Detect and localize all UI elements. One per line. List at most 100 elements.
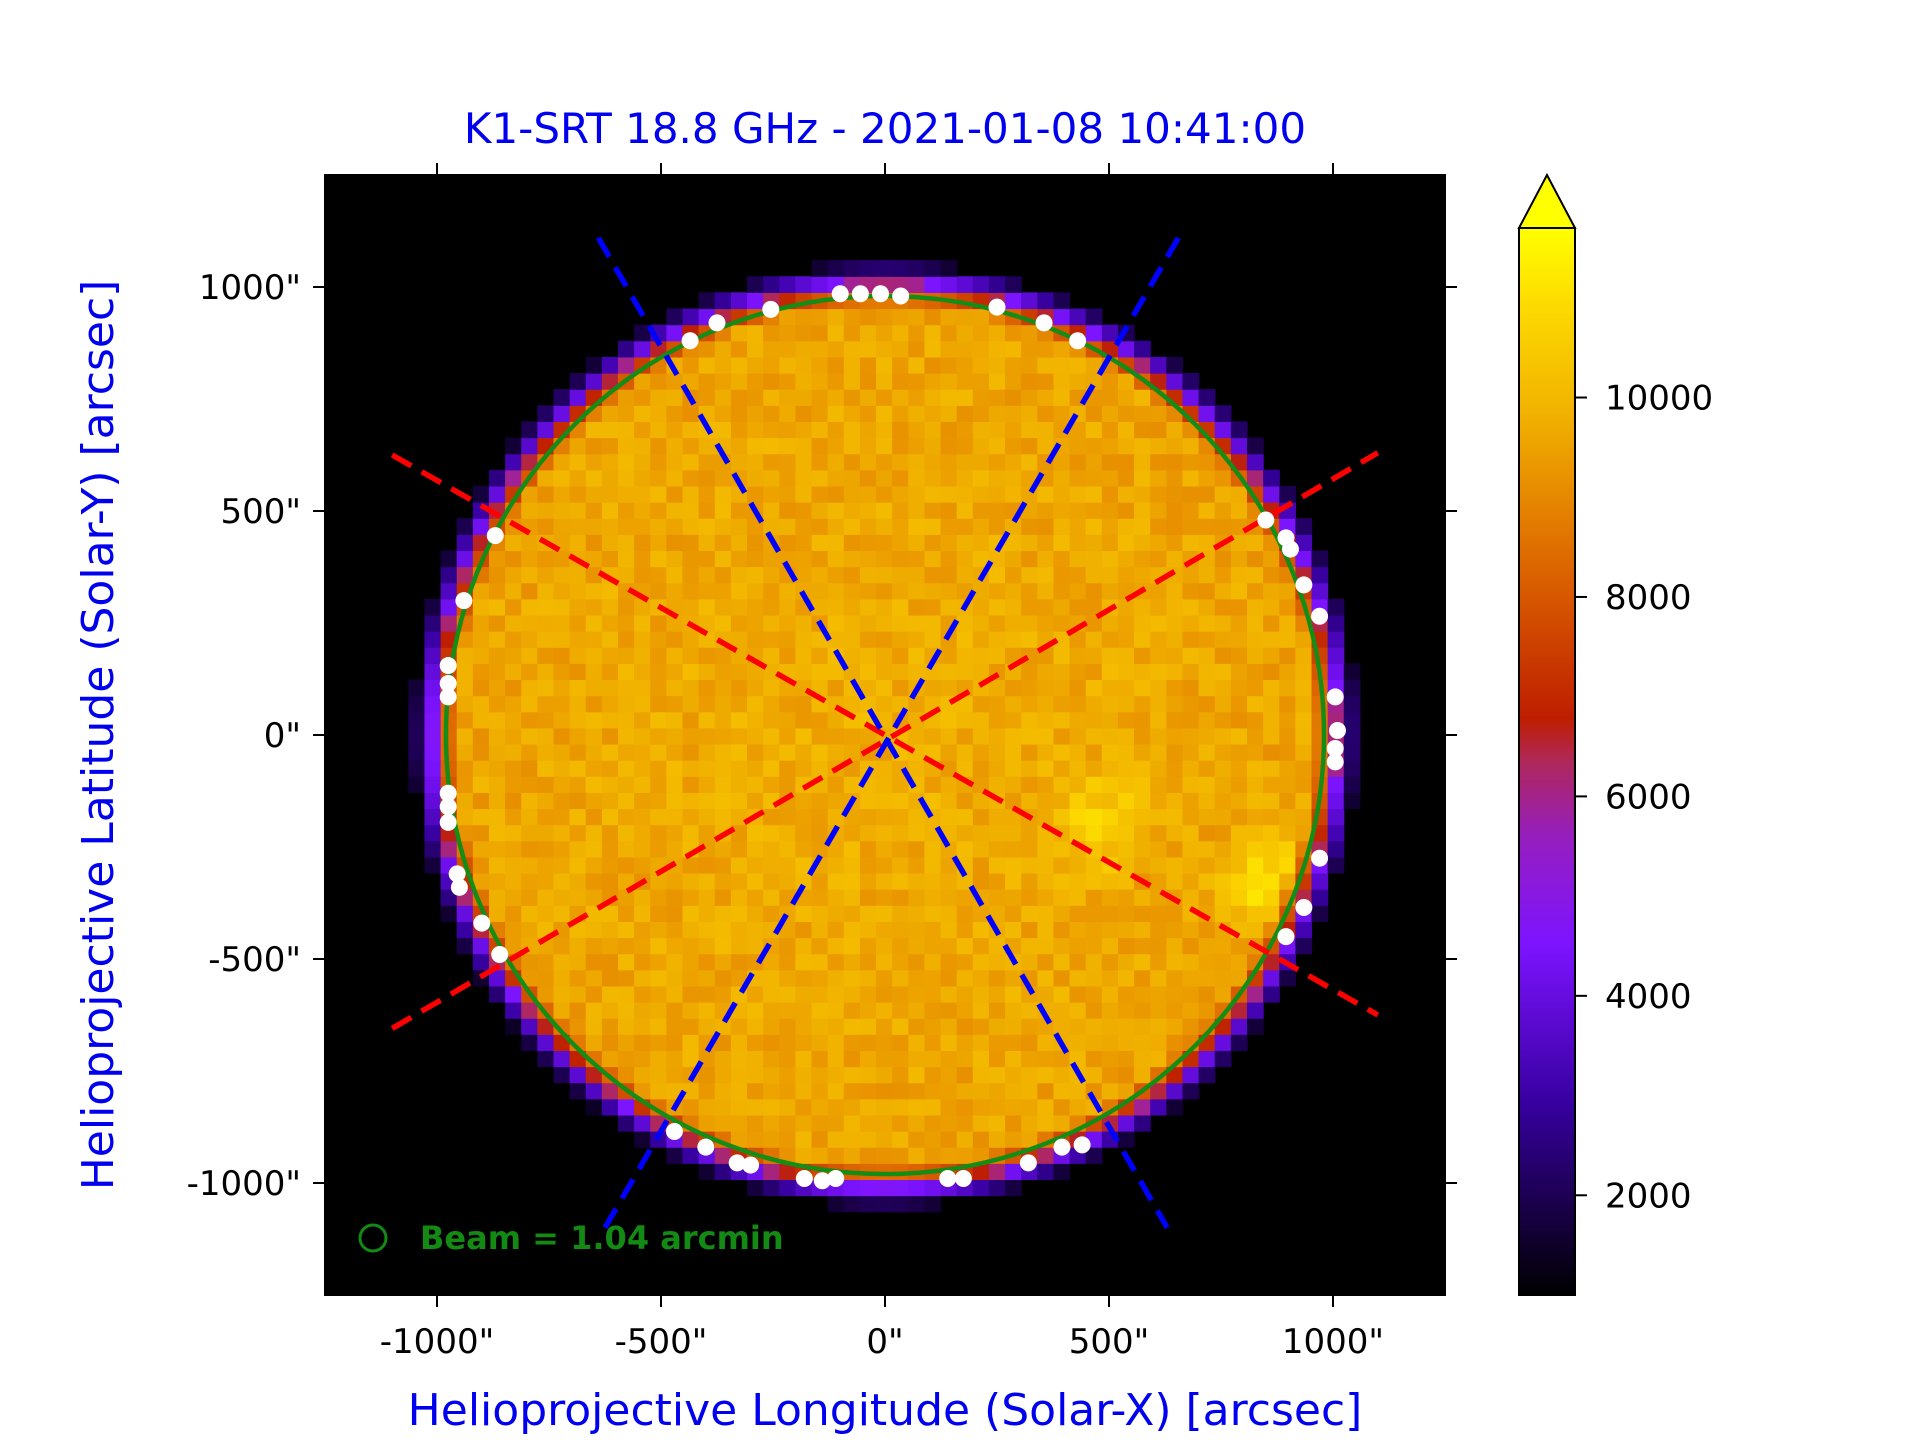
heatmap-cell (843, 872, 861, 890)
heatmap-cell (1053, 1114, 1071, 1132)
heatmap-cell (1037, 856, 1055, 874)
limb-point (851, 285, 869, 303)
heatmap-cell (569, 598, 587, 616)
heatmap-cell (714, 711, 732, 729)
heatmap-cell (924, 550, 942, 568)
heatmap-cell (940, 453, 958, 471)
heatmap-cell (1166, 727, 1184, 745)
heatmap-cell (1021, 550, 1038, 568)
heatmap-cell (1085, 518, 1103, 535)
beam-label: Beam = 1.04 arcmin (420, 1219, 784, 1257)
heatmap-cell (585, 1082, 603, 1100)
limb-point (988, 298, 1006, 316)
heatmap-cell (666, 502, 684, 519)
heatmap-cell (601, 598, 619, 616)
heatmap-cell (1117, 743, 1135, 761)
heatmap-cell (634, 937, 651, 955)
heatmap-cell (505, 905, 522, 922)
heatmap-cell (940, 260, 958, 277)
heatmap-cell (682, 1147, 700, 1164)
heatmap-cell (859, 437, 877, 455)
heatmap-cell (795, 276, 813, 293)
heatmap-cell (1053, 889, 1071, 906)
heatmap-cell (940, 1018, 958, 1035)
heatmap-cell (1246, 598, 1264, 616)
heatmap-cell (1150, 485, 1167, 503)
heatmap-cell (859, 373, 877, 390)
heatmap-cell (521, 808, 538, 826)
heatmap-cell (892, 937, 909, 955)
heatmap-cell (634, 905, 651, 922)
heatmap-cell (1069, 1018, 1087, 1035)
heatmap-cell (1246, 663, 1264, 681)
heatmap-cell (1150, 840, 1167, 858)
heatmap-cell (440, 614, 458, 632)
heatmap-cell (1198, 534, 1216, 552)
heatmap-cell (1166, 969, 1184, 987)
heatmap-cell (1005, 792, 1022, 810)
heatmap-cell (876, 1018, 893, 1035)
heatmap-cell (617, 518, 635, 535)
heatmap-cell (924, 905, 942, 922)
heatmap-cell (505, 614, 522, 632)
heatmap-cell (1021, 727, 1038, 745)
heatmap-cell (1166, 518, 1184, 535)
heatmap-cell (537, 872, 555, 890)
heatmap-cell (763, 727, 780, 745)
heatmap-cell (682, 679, 700, 697)
heatmap-cell (859, 840, 877, 858)
heatmap-cell (1005, 1179, 1022, 1197)
heatmap-cell (714, 340, 732, 358)
heatmap-cell (1214, 953, 1232, 971)
heatmap-cell (666, 1050, 684, 1068)
heatmap-cell (956, 421, 974, 439)
heatmap-cell (747, 1066, 764, 1084)
heatmap-cell (553, 647, 571, 664)
heatmap-cell (876, 1179, 893, 1197)
heatmap-cell (1246, 469, 1264, 487)
heatmap-cell (505, 1018, 522, 1035)
heatmap-cell (714, 1018, 732, 1035)
heatmap-cell (1053, 389, 1071, 406)
heatmap-cell (892, 340, 909, 358)
heatmap-cell (682, 598, 700, 616)
heatmap-cell (892, 647, 909, 664)
heatmap-cell (827, 582, 845, 600)
heatmap-cell (1037, 889, 1055, 906)
heatmap-cell (1327, 824, 1345, 842)
heatmap-cell (892, 1050, 909, 1068)
heatmap-cell (488, 663, 506, 681)
heatmap-cell (747, 840, 764, 858)
heatmap-cell (1150, 518, 1167, 535)
heatmap-cell (1150, 453, 1167, 471)
heatmap-cell (505, 840, 522, 858)
heatmap-cell (747, 534, 764, 552)
heatmap-cell (988, 679, 1006, 697)
heatmap-cell (892, 485, 909, 503)
heatmap-cell (601, 711, 619, 729)
heatmap-cell (940, 308, 958, 326)
heatmap-cell (908, 324, 926, 342)
heatmap-cell (585, 743, 603, 761)
heatmap-cell (730, 389, 748, 406)
heatmap-cell (456, 518, 474, 535)
heatmap-cell (811, 1131, 829, 1148)
heatmap-cell (505, 663, 522, 681)
heatmap-cell (553, 727, 571, 745)
heatmap-cell (505, 437, 522, 455)
heatmap-cell (972, 1018, 990, 1035)
heatmap-cell (763, 1131, 780, 1148)
heatmap-cell (553, 937, 571, 955)
heatmap-cell (634, 889, 651, 906)
heatmap-cell (666, 324, 684, 342)
heatmap-cell (714, 534, 732, 552)
heatmap-cell (666, 518, 684, 535)
heatmap-cell (956, 1131, 974, 1148)
heatmap-cell (924, 937, 942, 955)
heatmap-cell (779, 631, 796, 648)
heatmap-cell (1053, 582, 1071, 600)
heatmap-cell (1037, 1114, 1055, 1132)
heatmap-cell (714, 1114, 732, 1132)
heatmap-cell (714, 421, 732, 439)
heatmap-cell (488, 614, 506, 632)
